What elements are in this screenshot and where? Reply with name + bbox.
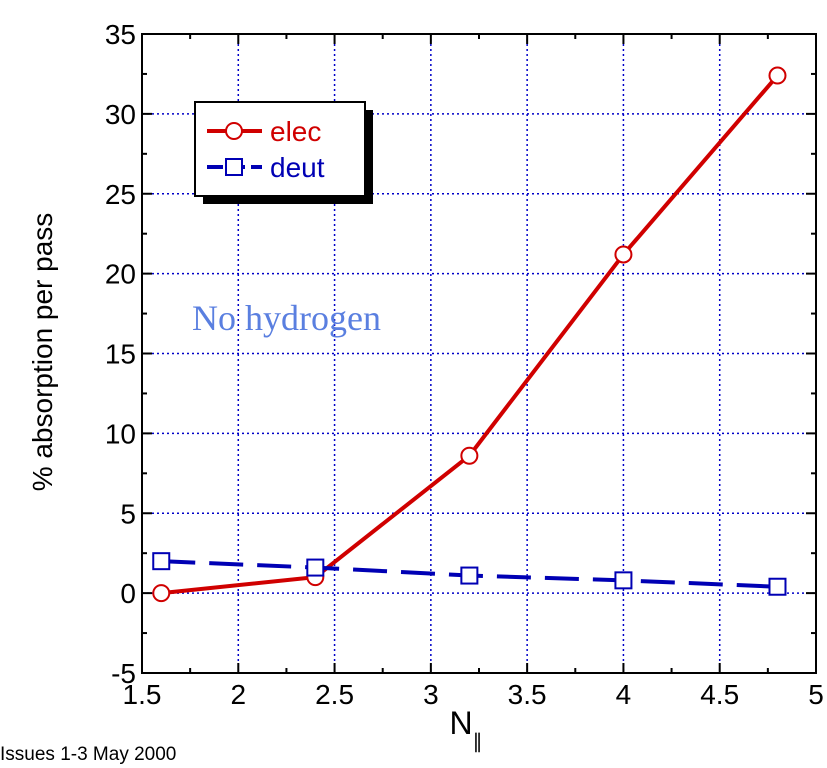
x-axis-label-subscript: ∥ bbox=[473, 731, 483, 753]
legend: elec deut bbox=[194, 101, 373, 204]
data-point-deut bbox=[614, 571, 633, 590]
x-tick-label: 4 bbox=[616, 679, 632, 710]
series-deut bbox=[152, 552, 787, 596]
data-point-elec bbox=[768, 66, 787, 85]
data-point-deut bbox=[460, 566, 479, 585]
series bbox=[152, 66, 787, 603]
x-tick-label: 2.5 bbox=[315, 679, 354, 710]
data-point-deut bbox=[306, 558, 325, 577]
data-point-elec bbox=[152, 584, 171, 603]
legend-box bbox=[194, 101, 366, 197]
x-axis-label: N∥ bbox=[449, 705, 482, 753]
y-tick-label: 0 bbox=[120, 578, 136, 609]
x-tick-label: 3.5 bbox=[508, 679, 547, 710]
y-tick-labels: -5 0 5 10 15 20 25 30 35 bbox=[105, 19, 136, 689]
x-tick-label: 2 bbox=[230, 679, 246, 710]
x-tick-label: 4.5 bbox=[700, 679, 739, 710]
data-point-deut bbox=[768, 577, 787, 596]
axis-ticks bbox=[141, 33, 817, 674]
y-tick-label: 15 bbox=[105, 339, 136, 370]
legend-marker-elec bbox=[225, 122, 243, 140]
data-point-deut bbox=[152, 552, 171, 571]
y-tick-label: -5 bbox=[111, 658, 136, 689]
legend-item-deut: deut bbox=[207, 152, 325, 183]
annotation-no-hydrogen: No hydrogen bbox=[192, 298, 381, 338]
legend-item-elec: elec bbox=[207, 116, 321, 147]
x-tick-label: 1.5 bbox=[123, 679, 162, 710]
x-tick-label: 3 bbox=[423, 679, 439, 710]
y-tick-label: 35 bbox=[105, 19, 136, 50]
x-tick-label: 5 bbox=[808, 679, 824, 710]
data-point-elec bbox=[614, 245, 633, 264]
x-axis-label-main: N bbox=[449, 705, 472, 741]
x-tick-labels: 1.5 2 2.5 3 3.5 4 4.5 5 bbox=[123, 679, 824, 710]
legend-label-elec: elec bbox=[270, 116, 321, 147]
series-elec bbox=[152, 66, 787, 603]
y-tick-label: 30 bbox=[105, 99, 136, 130]
y-axis-label: % absorption per pass bbox=[27, 213, 58, 492]
y-tick-label: 20 bbox=[105, 259, 136, 290]
footer-note: Issues 1-3 May 2000 bbox=[0, 744, 177, 765]
data-point-elec bbox=[460, 446, 479, 465]
legend-label-deut: deut bbox=[270, 152, 325, 183]
legend-marker-deut bbox=[225, 158, 243, 176]
y-tick-label: 10 bbox=[105, 418, 136, 449]
y-tick-label: 25 bbox=[105, 179, 136, 210]
y-tick-label: 5 bbox=[120, 498, 136, 529]
